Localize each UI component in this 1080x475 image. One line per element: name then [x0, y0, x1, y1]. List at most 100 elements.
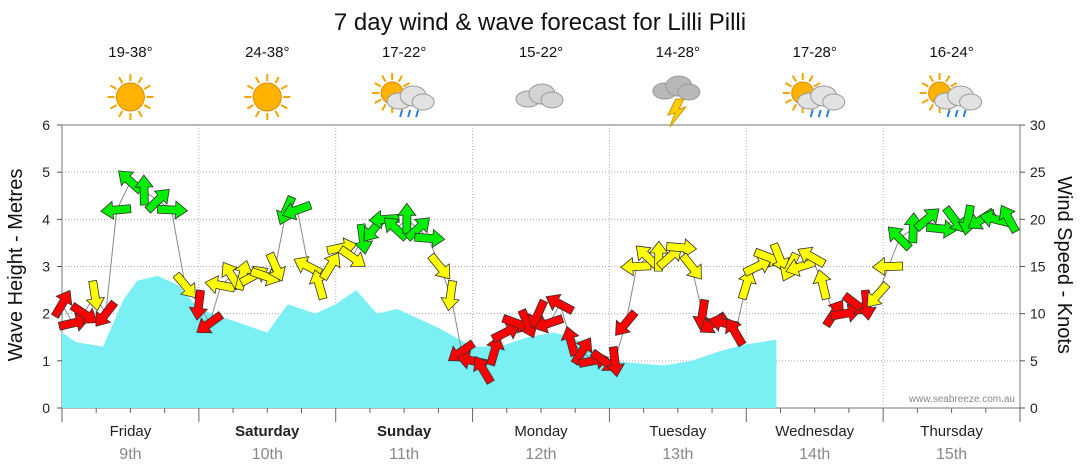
rain-drop	[415, 109, 420, 118]
wind-arrow	[337, 245, 366, 268]
left-tick-label: 0	[42, 400, 50, 416]
wind-arrow	[605, 346, 626, 378]
day-date: 13th	[662, 446, 693, 463]
wind-arrow	[414, 228, 446, 249]
left-tick-label: 1	[42, 353, 50, 369]
wind-arrow	[679, 252, 702, 280]
wind-arrow	[281, 200, 313, 221]
wind-arrow	[887, 226, 913, 252]
wind-arrow	[353, 223, 374, 255]
lightning-bolt	[666, 98, 688, 128]
cloud-icon	[515, 83, 564, 109]
wind-arrow	[69, 301, 98, 324]
sun-ray	[280, 84, 288, 90]
right-tick-label: 30	[1030, 117, 1046, 133]
sun-ray	[397, 75, 404, 83]
wind-arrow	[570, 337, 593, 366]
day-temperature: 15-22°	[519, 44, 563, 61]
left-tick-label: 2	[42, 306, 50, 322]
day-name: Monday	[514, 423, 568, 440]
sun-ray	[950, 82, 958, 88]
sun-ray	[808, 75, 814, 83]
sun-ray	[137, 76, 143, 84]
wind-arrow	[998, 204, 1020, 235]
day-date: 15th	[936, 446, 967, 463]
left-tick-label: 6	[42, 117, 50, 133]
sun-ray	[791, 75, 798, 83]
wind-arrow	[769, 242, 790, 273]
right-tick-label: 15	[1030, 259, 1046, 275]
rain-drop	[946, 109, 951, 118]
sun-icon	[244, 74, 291, 120]
rain-drop	[809, 109, 814, 118]
wind-arrow	[725, 318, 747, 348]
sun-ray	[143, 84, 151, 90]
wind-arrow	[144, 188, 170, 214]
wind-arrow	[812, 269, 832, 301]
day-date: 11th	[389, 446, 419, 463]
sun-ray	[110, 104, 118, 110]
sun-ray	[921, 98, 929, 104]
wind-arrow	[188, 289, 209, 321]
sun-ray	[246, 84, 254, 90]
rain-drop	[407, 109, 412, 118]
day-date: 14th	[799, 446, 830, 463]
sun-cloud-rain-icon	[372, 73, 435, 118]
day-date: 10th	[252, 446, 283, 463]
right-axis-title: Wind Speed - Knots	[1053, 176, 1075, 354]
sun-ray	[381, 75, 387, 83]
left-axis-title: Wave Height - Metres	[5, 169, 27, 362]
sun-ray	[118, 110, 124, 118]
wind-arrow	[95, 299, 119, 327]
sun-ray	[254, 76, 261, 84]
plot-area: 0 1 2 3 4 5 6 0 5 10 15 20 25 30	[42, 117, 1046, 422]
sun-icon	[107, 74, 154, 120]
day-name: Tuesday	[649, 423, 706, 440]
sun-ray	[381, 103, 387, 111]
wind-arrow	[156, 200, 189, 220]
sun-ray	[137, 110, 143, 118]
wind-arrow	[440, 279, 460, 312]
day-name: Sunday	[377, 423, 432, 440]
cloud-puff	[822, 93, 846, 111]
right-tick-label: 25	[1030, 164, 1046, 180]
day-date: 9th	[119, 446, 141, 463]
wind-arrow	[50, 289, 73, 319]
rain-drop	[399, 109, 404, 118]
left-tick-label: 4	[42, 211, 50, 227]
sun-ray	[374, 82, 382, 88]
credit-text: www.seabreeze.com.au	[908, 394, 1015, 405]
cloud-puff	[677, 83, 701, 101]
wind-arrow	[427, 252, 451, 280]
left-tick-label: 5	[42, 164, 50, 180]
sun-ray	[274, 110, 280, 118]
sun-ray	[791, 103, 798, 111]
sun-ray	[118, 76, 124, 84]
wind-arrow	[404, 217, 431, 242]
sun-ray	[928, 75, 934, 83]
day-temperature: 24-38°	[245, 44, 289, 61]
day-temperature: 19-38°	[108, 44, 152, 61]
sun-cloud-rain-icon	[782, 73, 846, 118]
right-tick-label: 5	[1030, 353, 1038, 369]
sun-ray	[143, 104, 151, 110]
wind-arrow	[797, 246, 827, 268]
wind-arrow	[486, 335, 505, 367]
cloud-puff	[411, 93, 435, 111]
right-tick-label: 20	[1030, 211, 1046, 227]
sun-ray	[280, 104, 288, 110]
day-name: Saturday	[235, 423, 300, 440]
sun-ray	[928, 103, 934, 111]
wind-arrow	[925, 219, 958, 239]
sun-ray	[813, 82, 821, 88]
sun-ray	[374, 98, 382, 104]
day-temperature: 14-28°	[656, 44, 700, 61]
sun-disc	[115, 82, 145, 112]
cloud-puff	[959, 93, 983, 111]
sun-ray	[274, 76, 280, 84]
sun-ray	[110, 84, 118, 90]
rain-drop	[954, 109, 959, 118]
wind-arrow	[85, 279, 106, 312]
rain-drop	[962, 109, 967, 118]
